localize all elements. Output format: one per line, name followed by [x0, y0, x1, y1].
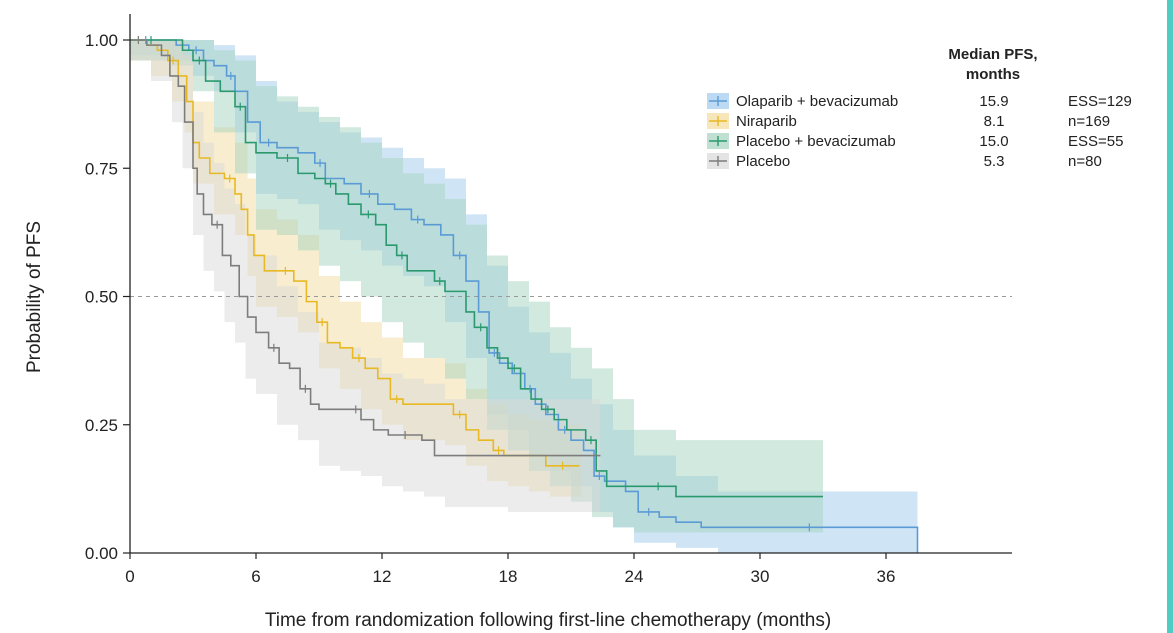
x-tick-label: 0	[125, 567, 134, 586]
y-axis-title: Probability of PFS	[24, 221, 45, 373]
legend-n-placebo: n=80	[1068, 153, 1102, 170]
legend-label-placebo-bev: Placebo + bevacizumab	[736, 133, 896, 150]
legend-label-niraparib: Niraparib	[736, 113, 797, 130]
y-tick-label: 0.50	[85, 288, 118, 307]
legend-header-line1: Median PFS,	[948, 46, 1037, 63]
legend-median-olaparib-bev: 15.9	[979, 93, 1008, 110]
x-ticks: 0 6 12 18 24 30 36	[125, 553, 895, 586]
legend-median-niraparib: 8.1	[984, 113, 1005, 130]
x-tick-label: 30	[751, 567, 770, 586]
y-tick-label: 1.00	[85, 31, 118, 50]
x-tick-label: 18	[499, 567, 518, 586]
legend-header-line2: months	[966, 66, 1020, 83]
y-ticks: 0.00 0.25 0.50 0.75 1.00	[85, 31, 130, 563]
legend-n-placebo-bev: ESS=55	[1068, 133, 1123, 150]
confidence-bands	[130, 40, 918, 553]
legend-n-olaparib-bev: ESS=129	[1068, 93, 1132, 110]
x-tick-label: 6	[251, 567, 260, 586]
censor-marks	[137, 36, 810, 532]
axes	[129, 14, 1012, 554]
ci-band-3	[130, 40, 601, 512]
x-tick-label: 36	[877, 567, 896, 586]
x-axis-title: Time from randomization following first-…	[265, 610, 831, 631]
legend-swatches	[707, 93, 729, 169]
km-curve-0	[130, 39, 919, 553]
x-tick-label: 24	[625, 567, 644, 586]
legend-label-placebo: Placebo	[736, 153, 790, 170]
km-curve-2	[130, 39, 823, 498]
y-tick-label: 0.00	[85, 544, 118, 563]
km-curve-1	[130, 39, 580, 467]
x-tick-label: 12	[373, 567, 392, 586]
legend-label-olaparib-bev: Olaparib + bevacizumab	[736, 93, 898, 110]
y-tick-label: 0.75	[85, 159, 118, 178]
legend-n-niraparib: n=169	[1068, 113, 1110, 130]
km-curve-3	[130, 39, 601, 457]
legend-median-placebo: 5.3	[984, 153, 1005, 170]
y-tick-label: 0.25	[85, 416, 118, 435]
survival-curves	[130, 39, 919, 553]
legend-median-placebo-bev: 15.0	[979, 133, 1008, 150]
ci-band-2	[130, 40, 823, 533]
right-edge-accent	[1167, 0, 1173, 633]
legend: Median PFS, months Olaparib + bevacizuma…	[707, 46, 1132, 170]
